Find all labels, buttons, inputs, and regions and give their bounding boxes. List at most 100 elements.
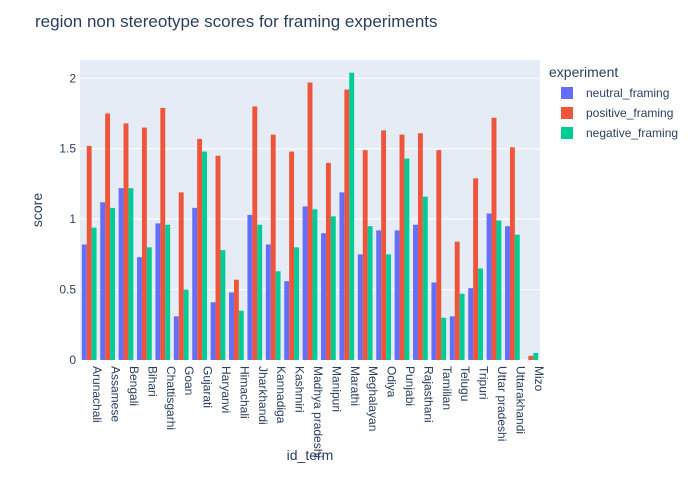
bar-neutral_framing[interactable] <box>376 230 382 360</box>
x-tick-label: Arunachali <box>90 366 104 423</box>
bar-positive_framing[interactable] <box>123 123 129 360</box>
bar-positive_framing[interactable] <box>307 82 313 360</box>
bar-neutral_framing[interactable] <box>81 244 87 360</box>
bar-negative_framing[interactable] <box>257 224 263 360</box>
bar-positive_framing[interactable] <box>325 162 331 360</box>
bar-positive_framing[interactable] <box>491 117 497 360</box>
bar-positive_framing[interactable] <box>454 241 460 360</box>
bar-positive_framing[interactable] <box>233 279 239 360</box>
bar-neutral_framing[interactable] <box>413 224 418 360</box>
x-tick-label: Haryanvi <box>219 366 233 413</box>
bar-positive_framing[interactable] <box>436 150 442 360</box>
bar-neutral_framing[interactable] <box>339 192 345 360</box>
bar-neutral_framing[interactable] <box>118 188 124 360</box>
x-tick-label: Goan <box>182 366 196 395</box>
legend-swatch-positive_framing[interactable] <box>561 107 573 119</box>
bar-negative_framing[interactable] <box>533 352 539 360</box>
bar-positive_framing[interactable] <box>178 192 184 360</box>
bar-negative_framing[interactable] <box>238 310 244 360</box>
bar-neutral_framing[interactable] <box>302 206 308 360</box>
x-tick-label: Bengali <box>127 366 141 406</box>
bar-neutral_framing[interactable] <box>486 213 492 360</box>
bar-positive_framing[interactable] <box>197 138 203 360</box>
bar-positive_framing[interactable] <box>473 178 479 360</box>
bar-negative_framing[interactable] <box>422 196 428 360</box>
bar-positive_framing[interactable] <box>160 107 166 360</box>
bar-positive_framing[interactable] <box>399 134 405 360</box>
legend-item-neutral_framing[interactable]: neutral_framing <box>586 86 669 100</box>
bar-neutral_framing[interactable] <box>505 226 510 360</box>
x-tick-label: Marathi <box>348 366 362 406</box>
bar-neutral_framing[interactable] <box>321 233 326 360</box>
bar-neutral_framing[interactable] <box>265 244 271 360</box>
legend-item-negative_framing[interactable]: negative_framing <box>586 126 678 140</box>
bar-positive_framing[interactable] <box>528 355 534 360</box>
bar-positive_framing[interactable] <box>270 134 276 360</box>
bar-neutral_framing[interactable] <box>284 281 290 360</box>
bar-negative_framing[interactable] <box>202 151 207 360</box>
bar-negative_framing[interactable] <box>441 317 447 360</box>
bar-negative_framing[interactable] <box>146 247 152 360</box>
bar-negative_framing[interactable] <box>220 250 226 360</box>
x-axis-title: id_term <box>287 447 334 463</box>
legend-swatch-neutral_framing[interactable] <box>561 87 573 99</box>
bar-negative_framing[interactable] <box>330 216 336 360</box>
legend-swatch-negative_framing[interactable] <box>561 127 573 139</box>
x-tick-label: Mizo <box>532 366 546 392</box>
x-tick-label: Punjabi <box>403 366 417 406</box>
bar-neutral_framing[interactable] <box>229 292 234 360</box>
bar-negative_framing[interactable] <box>386 254 391 360</box>
bar-positive_framing[interactable] <box>141 127 147 360</box>
bar-positive_framing[interactable] <box>509 147 515 360</box>
bar-neutral_framing[interactable] <box>357 254 363 360</box>
legend-item-positive_framing[interactable]: positive_framing <box>586 106 673 120</box>
x-tick-label: Telugu <box>458 366 472 401</box>
bar-negative_framing[interactable] <box>349 72 355 360</box>
bar-positive_framing[interactable] <box>362 150 368 360</box>
x-tick-label: Meghalayan <box>366 366 380 431</box>
bar-positive_framing[interactable] <box>381 130 387 360</box>
bar-positive_framing[interactable] <box>252 106 258 360</box>
bar-negative_framing[interactable] <box>91 227 97 360</box>
bar-negative_framing[interactable] <box>478 268 483 360</box>
bar-neutral_framing[interactable] <box>100 202 106 360</box>
bar-negative_framing[interactable] <box>110 207 115 360</box>
bar-negative_framing[interactable] <box>128 188 134 360</box>
y-tick-label: 0 <box>69 353 76 367</box>
bar-neutral_framing[interactable] <box>192 207 198 360</box>
x-tick-label: Assamese <box>109 366 123 422</box>
bar-positive_framing[interactable] <box>344 89 350 361</box>
bar-negative_framing[interactable] <box>514 234 520 360</box>
bar-neutral_framing[interactable] <box>468 288 474 360</box>
bar-positive_framing[interactable] <box>86 145 92 360</box>
x-tick-label: Gujarati <box>201 366 215 408</box>
bar-negative_framing[interactable] <box>275 271 281 360</box>
x-tick-label: Kannadiga <box>274 366 288 424</box>
bar-neutral_framing[interactable] <box>394 230 400 360</box>
bar-negative_framing[interactable] <box>496 220 502 360</box>
bar-neutral_framing[interactable] <box>155 223 161 360</box>
bar-negative_framing[interactable] <box>367 226 373 360</box>
bar-positive_framing[interactable] <box>417 133 423 360</box>
bar-positive_framing[interactable] <box>105 113 111 361</box>
bar-neutral_framing[interactable] <box>431 282 437 360</box>
bar-positive_framing[interactable] <box>215 155 221 360</box>
bar-neutral_framing[interactable] <box>173 316 179 360</box>
bar-negative_framing[interactable] <box>294 247 299 360</box>
bar-neutral_framing[interactable] <box>449 316 455 360</box>
x-tick-label: Kashmiri <box>293 366 307 413</box>
bar-positive_framing[interactable] <box>289 151 295 360</box>
bar-negative_framing[interactable] <box>183 289 189 360</box>
x-tick-label: Madhya pradeshi <box>311 366 325 458</box>
bar-neutral_framing[interactable] <box>210 302 216 360</box>
bar-negative_framing[interactable] <box>459 293 465 360</box>
bar-neutral_framing[interactable] <box>247 214 253 360</box>
y-tick-label: 0.5 <box>59 283 76 297</box>
bar-negative_framing[interactable] <box>165 224 171 360</box>
y-tick-label: 2 <box>69 71 76 85</box>
bar-negative_framing[interactable] <box>312 209 318 360</box>
bar-negative_framing[interactable] <box>404 158 410 360</box>
bar-neutral_framing[interactable] <box>137 257 142 360</box>
y-axis-title: score <box>29 193 45 227</box>
